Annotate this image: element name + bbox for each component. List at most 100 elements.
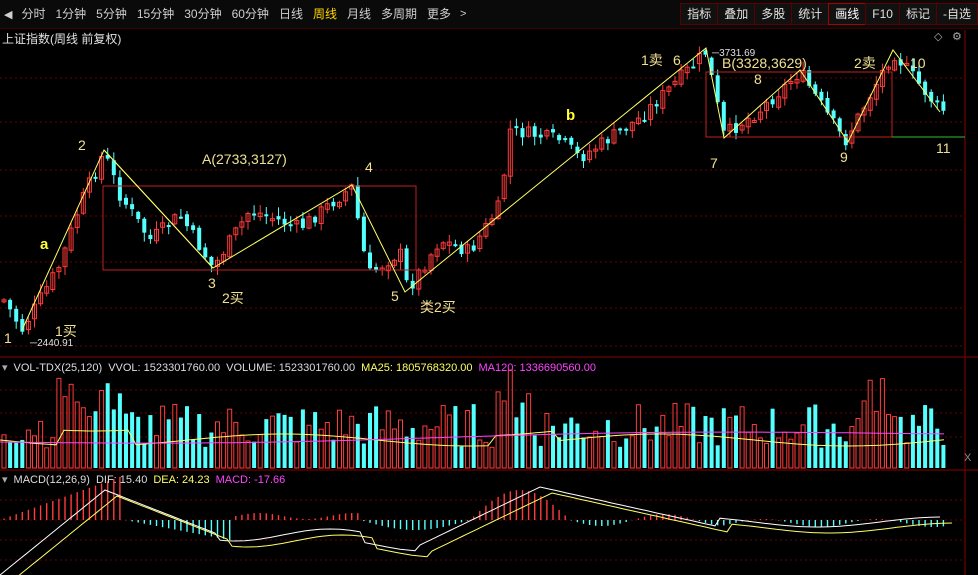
candle-body [410,280,415,289]
chart-title: 上证指数(周线 前复权) [2,32,122,46]
volume-bar [44,447,50,469]
period-tab[interactable]: 月线 [346,7,371,21]
candle-body [727,123,733,132]
volume-bar [185,406,189,468]
period-tab[interactable]: 1分钟 [55,7,87,21]
volume-bar [837,436,842,468]
settings-icon[interactable]: ⚙ [952,31,962,43]
volume-bar [873,410,879,469]
vol-indicator-name[interactable]: VOL-TDX(25,120) [13,362,103,374]
candle-body [1,299,7,303]
period-tabs: ◀ 分时 1分钟 5分钟 15分钟 30分钟 60分钟 日线 周线 月线 多周期 更多 > [0,0,470,28]
candle-body [489,218,495,225]
volume-bar [68,383,74,469]
volume-bar [557,437,562,468]
macd-indicator-name[interactable]: MACD(12,26,9) [13,474,90,486]
volume-bar [233,421,239,469]
candle-body [86,177,92,193]
volume-bar [807,407,812,468]
period-tab[interactable]: 周线 [312,7,337,21]
volume-bar [825,429,830,468]
volume-bar [618,446,623,468]
volume-bar [313,412,318,468]
candle-body [8,299,13,310]
tool-button[interactable]: 叠加 [717,3,756,25]
volume-bar [727,416,733,469]
chevron-down-icon[interactable]: ▾ [2,362,8,374]
volume-bar [197,414,202,468]
candle-body [269,218,275,222]
diamond-icon[interactable]: ◇ [934,31,943,43]
period-tab[interactable]: 更多 [427,7,452,21]
period-tab[interactable]: 日线 [278,7,303,21]
candle-body [32,303,37,320]
period-tab[interactable]: 分时 [21,7,46,21]
period-tab[interactable]: 15分钟 [136,7,175,21]
close-icon[interactable]: X [964,452,972,464]
volume-bar [849,426,855,469]
period-tab[interactable]: 5分钟 [96,7,127,21]
candle-body [691,66,696,69]
volume-bar [563,423,568,468]
candle-body [557,135,562,141]
candle-body [25,320,31,331]
tool-button[interactable]: 多股 [754,3,793,25]
volume-bar [239,434,245,469]
volume-bar [105,383,110,468]
candle-body [62,247,68,268]
pivot-box-b [705,71,893,138]
candle-body [794,79,800,84]
tool-button[interactable]: F10 [865,3,900,25]
candle-body [209,256,214,266]
volume-bar [300,409,305,468]
candle-body [551,129,555,133]
tool-button[interactable]: 标记 [898,3,937,25]
volume-bar [252,441,257,468]
candle-body [227,235,233,258]
chevron-right-icon[interactable]: > [460,8,467,20]
candle-body [166,225,171,228]
candle-body [361,216,366,252]
volume-bar [154,435,159,469]
period-tab[interactable]: 30分钟 [184,7,222,21]
candle-body [684,66,690,74]
candle-body [56,267,62,273]
candle-body [757,111,763,120]
candle-body [142,218,147,233]
menu-arrow-icon[interactable]: ◀ [4,8,13,21]
wave-annotation: 2买 [222,290,244,306]
candle-body [191,225,196,230]
volume-bar [32,435,37,469]
tool-button[interactable]: -自选 [936,3,978,25]
tool-button[interactable]: 统计 [791,3,830,25]
candle-body [434,248,440,257]
volume-bar [160,405,166,469]
volume-bar [776,437,782,469]
volume-bar [361,443,366,468]
volume-bar [136,416,141,468]
candle-body [105,154,110,159]
volume-bar [715,445,720,468]
candle-body [215,259,220,268]
volume-bar [142,443,147,468]
volume-bar [886,414,891,469]
volume-bar [770,408,775,468]
candle-body [879,69,885,88]
volume-bar [215,421,220,469]
tool-button[interactable]: 画线 [828,3,867,25]
candle-body [172,214,178,225]
wave-annotation: 9 [840,149,848,165]
candle-body [404,248,409,281]
candle-body [257,212,263,218]
candle-body [313,216,318,223]
period-tab[interactable]: 60分钟 [231,7,269,21]
candle-body [569,137,574,145]
volume-bar [605,420,610,468]
candle-body [672,80,678,85]
volume-bar [800,424,806,469]
chevron-down-icon[interactable]: ▾ [2,474,8,486]
candle-body [703,50,708,55]
period-tab[interactable]: 多周期 [380,7,417,21]
volume-bar [56,377,62,469]
